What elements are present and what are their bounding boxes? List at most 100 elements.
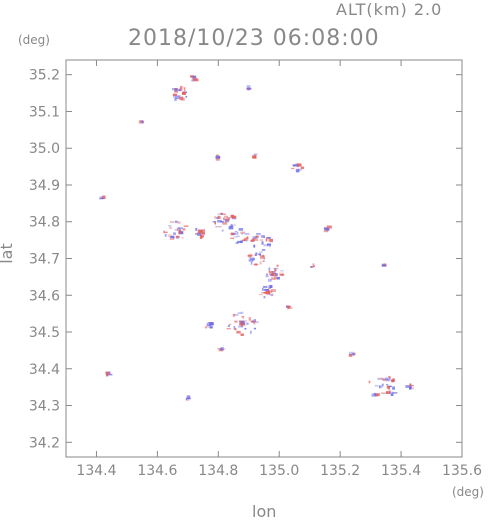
echo-point <box>286 305 291 308</box>
echo-point <box>164 233 167 237</box>
echo-point <box>259 251 263 253</box>
echo-point <box>326 225 332 229</box>
echo-point <box>253 239 259 241</box>
x-tick-label: 134.6 <box>137 463 177 479</box>
x-ticks: 134.4 134.6 134.8 135.0 135.2 135.4 135.6 <box>76 60 482 479</box>
echo-point <box>247 87 250 91</box>
echo-point <box>281 274 284 276</box>
echo-point <box>349 351 354 355</box>
echo-point <box>380 377 384 380</box>
echo-cluster <box>265 264 285 282</box>
echo-point <box>381 383 384 387</box>
echo-point <box>300 167 305 169</box>
echo-cluster <box>189 75 199 82</box>
echo-point <box>411 387 414 390</box>
echo-point <box>253 327 256 330</box>
echo-point <box>383 263 387 266</box>
echo-point <box>267 243 271 246</box>
echo-point <box>253 244 256 248</box>
echo-point <box>195 227 198 231</box>
echo-point <box>386 378 390 382</box>
echo-point <box>179 228 181 231</box>
echo-point <box>259 253 261 256</box>
echo-point <box>405 385 410 388</box>
echo-point <box>265 238 268 242</box>
echo-point <box>262 285 268 288</box>
echo-point <box>273 268 277 270</box>
echo-point <box>237 312 242 314</box>
echo-point <box>280 270 284 272</box>
echo-point <box>255 252 258 256</box>
echo-point <box>255 235 259 238</box>
echo-point <box>296 168 302 171</box>
echo-point <box>268 267 271 271</box>
echo-point <box>163 230 165 234</box>
echo-point <box>409 385 414 387</box>
echo-point <box>172 93 178 96</box>
echo-point <box>195 233 198 235</box>
echo-point <box>232 313 235 317</box>
echo-point <box>274 278 278 280</box>
echo-point <box>267 237 271 239</box>
echo-point <box>388 385 392 388</box>
echo-point <box>386 384 389 386</box>
echo-point <box>226 328 231 330</box>
echo-point <box>375 394 378 397</box>
echo-cluster <box>251 153 258 159</box>
echo-point <box>389 391 394 394</box>
echo-point <box>273 276 277 279</box>
echo-point <box>262 288 264 291</box>
echo-point <box>241 324 243 327</box>
echo-point <box>164 231 168 233</box>
echo-point <box>241 233 244 235</box>
echo-point <box>206 324 209 326</box>
echo-point <box>168 225 172 227</box>
echo-point <box>173 94 176 98</box>
echo-cluster <box>105 371 113 377</box>
echo-cluster <box>226 311 259 336</box>
echo-point <box>233 326 236 330</box>
echo-point <box>255 321 259 323</box>
echo-point <box>197 232 201 236</box>
echo-point <box>377 377 381 380</box>
echo-point <box>262 260 265 262</box>
echo-point <box>371 393 377 397</box>
echo-point <box>175 235 180 238</box>
echo-point <box>200 235 204 238</box>
echo-point <box>279 274 285 276</box>
echo-point <box>174 88 178 92</box>
echo-point <box>215 225 217 228</box>
echo-point <box>265 275 269 278</box>
echo-cluster <box>246 85 252 91</box>
echo-point <box>374 384 379 387</box>
echo-point <box>173 232 176 235</box>
echo-point <box>385 391 388 394</box>
echo-point <box>172 87 174 91</box>
y-tick-label: 34.3 <box>29 399 60 415</box>
echo-point <box>249 257 255 261</box>
echo-point <box>185 95 188 98</box>
echo-point <box>409 383 412 387</box>
echo-point <box>214 222 216 225</box>
echo-point <box>174 97 177 101</box>
echo-point <box>268 271 274 273</box>
y-tick-label: 35.0 <box>29 141 60 157</box>
echo-point <box>246 236 249 240</box>
echo-point <box>234 320 238 323</box>
echo-point <box>243 239 246 241</box>
echo-point <box>296 163 302 167</box>
echo-point <box>274 267 279 270</box>
echo-point <box>258 294 263 296</box>
echo-point <box>168 234 172 238</box>
echo-point <box>183 88 186 92</box>
echo-point <box>325 228 330 232</box>
x-tick-label: 134.4 <box>76 463 116 479</box>
echo-point <box>409 386 412 390</box>
echo-point <box>268 285 273 288</box>
echo-point <box>217 219 222 223</box>
y-tick-label: 34.8 <box>29 215 60 231</box>
echo-point <box>220 221 224 223</box>
echo-point <box>323 227 328 230</box>
echo-point <box>241 316 245 318</box>
